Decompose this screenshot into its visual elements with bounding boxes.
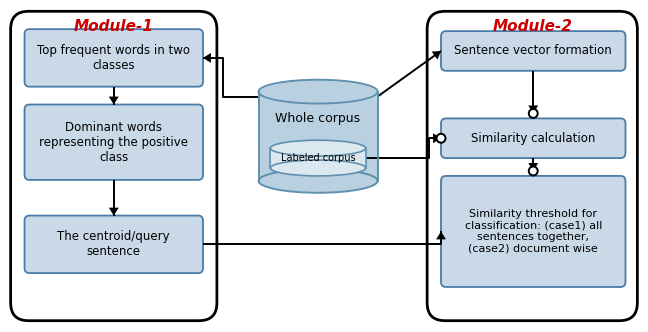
Polygon shape bbox=[432, 51, 441, 60]
Circle shape bbox=[529, 166, 538, 175]
Text: Similarity threshold for
classification: (case1) all
sentences together,
(case2): Similarity threshold for classification:… bbox=[465, 209, 602, 254]
Polygon shape bbox=[109, 97, 119, 105]
Circle shape bbox=[437, 134, 445, 143]
Polygon shape bbox=[528, 106, 538, 114]
Ellipse shape bbox=[270, 160, 365, 176]
Text: Sentence vector formation: Sentence vector formation bbox=[454, 44, 612, 57]
Bar bbox=[259, 92, 378, 181]
Ellipse shape bbox=[260, 81, 376, 102]
FancyBboxPatch shape bbox=[25, 105, 203, 180]
Polygon shape bbox=[203, 53, 211, 63]
Polygon shape bbox=[436, 231, 446, 239]
Ellipse shape bbox=[270, 140, 365, 156]
Circle shape bbox=[529, 109, 538, 118]
Text: Whole corpus: Whole corpus bbox=[275, 112, 361, 125]
FancyBboxPatch shape bbox=[25, 29, 203, 87]
Polygon shape bbox=[433, 133, 441, 143]
Polygon shape bbox=[109, 208, 119, 215]
Text: Module-1: Module-1 bbox=[74, 19, 154, 34]
Text: Top frequent words in two
classes: Top frequent words in two classes bbox=[38, 44, 191, 72]
Text: The centroid/query
sentence: The centroid/query sentence bbox=[58, 230, 170, 258]
FancyBboxPatch shape bbox=[441, 176, 625, 287]
Text: Labeled corpus: Labeled corpus bbox=[281, 153, 355, 163]
FancyBboxPatch shape bbox=[441, 31, 625, 71]
Text: Module-2: Module-2 bbox=[492, 19, 572, 34]
Ellipse shape bbox=[259, 169, 378, 193]
Bar bbox=[270, 148, 365, 168]
Text: Similarity calculation: Similarity calculation bbox=[471, 132, 596, 145]
Text: Dominant words
representing the positive
class: Dominant words representing the positive… bbox=[40, 121, 189, 164]
Polygon shape bbox=[528, 163, 538, 171]
FancyBboxPatch shape bbox=[441, 119, 625, 158]
FancyBboxPatch shape bbox=[25, 215, 203, 273]
Ellipse shape bbox=[259, 80, 378, 104]
